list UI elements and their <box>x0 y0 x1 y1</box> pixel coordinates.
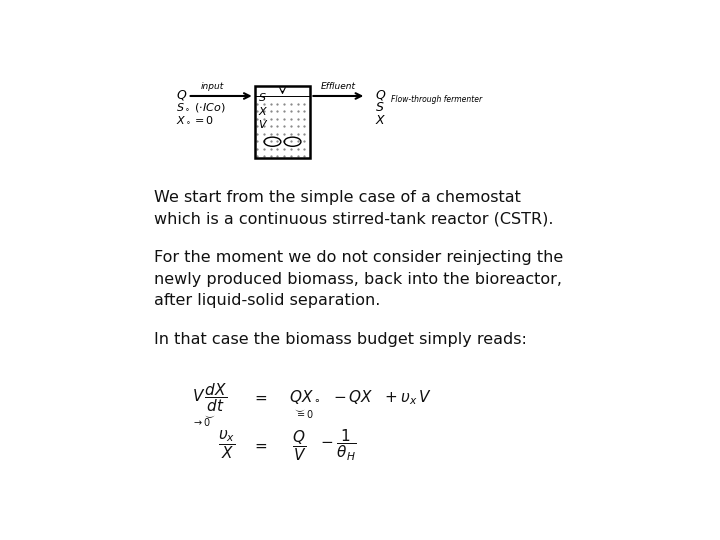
Text: $\smile$: $\smile$ <box>203 410 217 420</box>
Bar <box>255 85 310 158</box>
Text: $S$: $S$ <box>258 91 266 103</box>
Text: Flow-through fermenter: Flow-through fermenter <box>392 95 482 104</box>
Text: newly produced biomass, back into the bioreactor,: newly produced biomass, back into the bi… <box>154 272 562 287</box>
Text: $=$: $=$ <box>252 438 269 453</box>
Text: $- \, QX$: $- \, QX$ <box>333 388 374 407</box>
Text: $X_\circ = 0$: $X_\circ = 0$ <box>176 114 215 126</box>
Text: $S_\circ\;(\cdot ICo)$: $S_\circ\;(\cdot ICo)$ <box>176 101 226 114</box>
Text: For the moment we do not consider reinjecting the: For the moment we do not consider reinje… <box>154 250 564 265</box>
Text: $=$: $=$ <box>252 390 269 405</box>
Text: We start from the simple case of a chemostat: We start from the simple case of a chemo… <box>154 190 521 205</box>
Text: In that case the biomass budget simply reads:: In that case the biomass budget simply r… <box>154 332 527 347</box>
Text: $+ \; \upsilon_x \, V$: $+ \; \upsilon_x \, V$ <box>384 388 432 407</box>
Text: $Q X_\circ$: $Q X_\circ$ <box>289 389 320 406</box>
Text: $Q$: $Q$ <box>374 87 386 102</box>
Text: input: input <box>201 82 225 91</box>
Text: $Q$: $Q$ <box>176 87 188 102</box>
Text: Effluent: Effluent <box>321 82 356 91</box>
Text: which is a continuous stirred-tank reactor (CSTR).: which is a continuous stirred-tank react… <box>154 211 554 226</box>
Text: $= 0$: $= 0$ <box>295 408 315 420</box>
Text: $- \; \dfrac{1}{\theta_H}$: $- \; \dfrac{1}{\theta_H}$ <box>320 428 356 463</box>
Text: after liquid-solid separation.: after liquid-solid separation. <box>154 293 381 308</box>
Text: $V$: $V$ <box>258 118 269 130</box>
Text: $\dfrac{\upsilon_x}{X}$: $\dfrac{\upsilon_x}{X}$ <box>218 429 235 462</box>
Text: $X$: $X$ <box>258 105 269 117</box>
Text: $\rightarrow 0$: $\rightarrow 0$ <box>192 416 212 428</box>
Text: $X$: $X$ <box>374 114 386 127</box>
Text: $V \, \dfrac{dX}{dt}$: $V \, \dfrac{dX}{dt}$ <box>192 381 228 414</box>
Text: $S$: $S$ <box>374 101 384 114</box>
Text: $\smile$: $\smile$ <box>292 404 306 414</box>
Text: $\dfrac{Q}{V}$: $\dfrac{Q}{V}$ <box>292 428 307 463</box>
